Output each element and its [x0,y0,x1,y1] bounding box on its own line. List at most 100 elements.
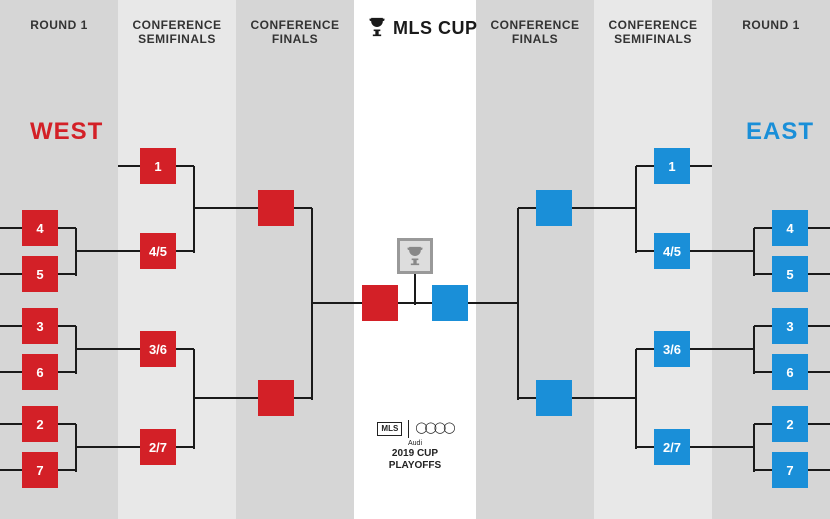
bracket-line [58,325,76,327]
bracket-line [754,325,772,327]
bracket-line [690,250,754,252]
bracket-line [468,302,518,304]
bracket-line [754,227,772,229]
bracket-line [75,228,77,276]
bracket-line [58,371,76,373]
bracket-line [572,207,636,209]
trophy-box [397,238,433,274]
bracket-line [636,250,654,252]
bracket-line [75,424,77,472]
west-sf-1: 4/5 [140,233,176,269]
cup-title: MLS CUP [393,18,478,39]
footer-year: 2019 CUP [370,448,460,460]
bracket-line [690,165,712,167]
bracket-line [753,326,755,374]
bracket-line [0,423,22,425]
west-sf-2: 3/6 [140,331,176,367]
footer-logos: MLS ◯◯◯◯ Audi2019 CUPPLAYOFFS [370,420,460,472]
header-semifinals-east: CONFERENCESEMIFINALS [594,18,712,47]
west-r1-4: 4 [22,210,58,246]
west-r1-6: 6 [22,354,58,390]
west-sf-3: 2/7 [140,429,176,465]
bracket-line [0,227,22,229]
east-r1-3: 3 [772,308,808,344]
col-round1-west [0,0,118,519]
header-finals-east: CONFERENCEFINALS [476,18,594,47]
east-r1-2: 2 [772,406,808,442]
bracket-line [58,423,76,425]
bracket-line [636,165,654,167]
header-semifinals-west: CONFERENCESEMIFINALS [118,18,236,47]
east-sf-3: 2/7 [654,429,690,465]
bracket-line [0,469,22,471]
east-label: EAST [746,118,814,146]
bracket-line [398,302,415,304]
bracket-line [690,446,754,448]
bracket-line [76,348,140,350]
bracket-line [753,424,755,472]
bracket-line [808,469,830,471]
bracket-line [294,397,312,399]
bracket-line [0,273,22,275]
east-final [432,285,468,321]
col-semifinals-west [118,0,236,519]
bracket-line [176,250,194,252]
mls-shield-icon: MLS [377,422,402,436]
header-finals-west: CONFERENCEFINALS [236,18,354,47]
west-sf-0: 1 [140,148,176,184]
bracket-line [76,250,140,252]
bracket-line [194,397,258,399]
footer-playoffs: PLAYOFFS [370,460,460,472]
west-label: WEST [30,118,103,146]
bracket-line [754,371,772,373]
bracket-line [58,227,76,229]
east-sf-1: 4/5 [654,233,690,269]
col-finals-west [236,0,354,519]
bracket-line [636,446,654,448]
bracket-line [311,208,313,400]
bracket-line [572,397,636,399]
bracket-line [635,166,637,253]
bracket-line [75,326,77,374]
east-cf-0 [536,190,572,226]
bracket-line [753,228,755,276]
west-r1-2: 2 [22,406,58,442]
east-r1-7: 7 [772,452,808,488]
bracket-line [58,273,76,275]
audi-rings-icon: ◯◯◯◯ [415,422,452,435]
bracket-line [754,423,772,425]
bracket-line [58,469,76,471]
bracket-line [194,207,258,209]
east-r1-4: 4 [772,210,808,246]
col-semifinals-east [594,0,712,519]
east-cf-1 [536,380,572,416]
east-r1-6: 6 [772,354,808,390]
bracket-line [808,273,830,275]
col-finals-east [476,0,594,519]
west-r1-5: 5 [22,256,58,292]
bracket-line [193,166,195,253]
bracket-line [636,348,654,350]
bracket-line [635,349,637,449]
west-cf-1 [258,380,294,416]
bracket-line [294,207,312,209]
bracket-line [176,348,194,350]
bracket-line [176,446,194,448]
bracket-line [518,397,536,399]
east-sf-0: 1 [654,148,690,184]
west-final [362,285,398,321]
bracket-line [76,446,140,448]
bracket-line [517,208,519,400]
bracket-line [808,371,830,373]
audi-text: Audi [370,440,460,448]
bracket-line [118,165,140,167]
bracket-line [808,325,830,327]
bracket-line [690,348,754,350]
bracket-line [415,302,432,304]
bracket-line [808,227,830,229]
bracket-line [754,469,772,471]
east-r1-5: 5 [772,256,808,292]
cup-trophy-top-icon [367,16,387,43]
bracket-line [0,325,22,327]
west-r1-3: 3 [22,308,58,344]
